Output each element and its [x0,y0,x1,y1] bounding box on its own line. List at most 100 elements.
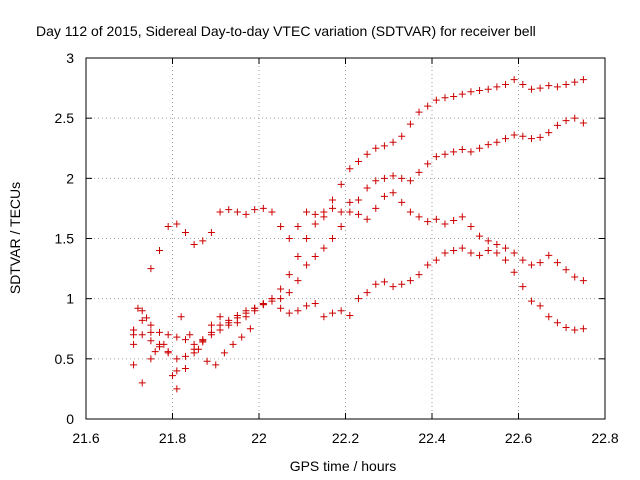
data-point [519,132,527,140]
data-point [398,198,406,206]
data-point [181,228,189,236]
x-tick-label: 22.2 [332,430,359,446]
data-point [354,196,362,204]
data-point [329,196,337,204]
data-point [571,273,579,281]
data-point [458,90,466,98]
data-point [346,198,354,206]
data-point [156,247,164,255]
data-point [562,324,570,332]
data-point [415,213,423,221]
grid-lines [86,58,605,419]
data-point [441,249,449,257]
data-point [519,80,527,88]
data-point [337,180,345,188]
data-point [294,222,302,230]
data-point [380,278,388,286]
data-point [346,312,354,320]
data-point [424,261,432,269]
data-point [337,307,345,315]
data-point [138,316,146,324]
data-point [432,256,440,264]
data-point [476,251,484,259]
data-point [294,277,302,285]
data-point [553,319,561,327]
data-point [571,326,579,334]
data-point [294,307,302,315]
data-point [138,331,146,339]
y-tick-label: 2 [66,170,74,186]
data-point [329,235,337,242]
data-point [562,117,570,125]
data-point [311,253,319,261]
data-point [406,177,414,185]
data-point [527,85,535,93]
data-point [303,261,311,269]
data-point [173,333,181,341]
data-point [432,96,440,104]
x-tick-label: 22.8 [591,430,618,446]
data-point [398,174,406,182]
data-point [147,355,155,363]
data-point [450,93,458,101]
data-point [458,244,466,252]
y-tick-label: 1.5 [55,231,75,247]
data-point [151,348,159,356]
data-point [380,192,388,200]
data-point [363,289,371,297]
chart-title: Day 112 of 2015, Sidereal Day-to-day VTE… [36,23,536,39]
data-point [424,218,432,226]
x-tick-label: 21.6 [72,430,99,446]
data-point [303,302,311,310]
data-point [147,337,155,345]
data-point [432,153,440,161]
data-point [484,141,492,149]
data-point [277,304,285,312]
data-point [536,84,544,92]
data-point [246,325,254,333]
data-point [160,340,168,348]
data-point [346,165,354,173]
data-point [251,206,259,214]
data-point [579,277,587,285]
data-point [493,138,501,146]
data-point [303,208,311,216]
data-point [484,237,492,245]
data-point [199,337,207,345]
y-tick-label: 1 [66,291,74,307]
data-point [527,135,535,143]
data-point [164,222,172,230]
y-axis-label: SDTVAR / TECUs [7,182,23,294]
x-tick-label: 22 [251,430,267,446]
data-point [476,86,484,94]
data-point [177,313,185,321]
data-point [311,220,319,228]
series-scatter-early [130,304,254,380]
data-point [493,249,501,257]
data-point [138,379,146,387]
data-point [406,277,414,285]
data-point [354,157,362,165]
data-point [389,283,397,291]
data-point [415,108,423,116]
data-point [571,114,579,122]
data-point [441,220,449,228]
data-point [130,340,138,348]
data-point [320,313,328,321]
data-point [303,235,311,242]
data-point [225,316,233,324]
data-point [467,148,475,156]
data-point [406,120,414,128]
data-point [285,289,293,297]
data-point [285,309,293,317]
data-point [190,241,198,249]
data-point [510,131,518,139]
data-point [553,259,561,267]
data-point [203,357,211,365]
data-point [380,174,388,182]
data-point [415,271,423,279]
data-point [311,210,319,218]
data-point [173,385,181,393]
data-point [225,206,233,214]
